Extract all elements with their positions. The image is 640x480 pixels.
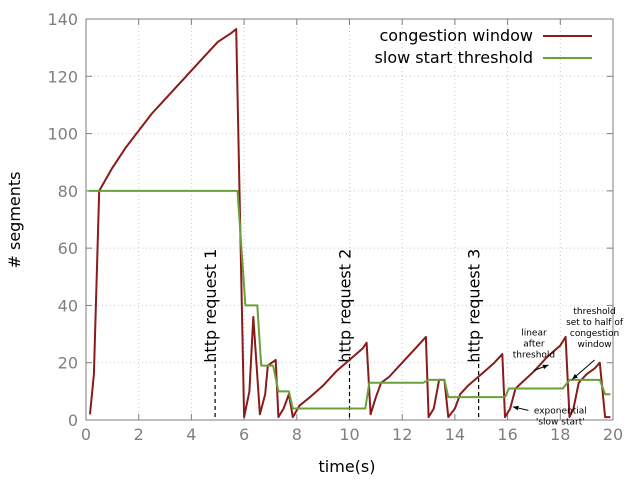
x-tick-label: 20 bbox=[603, 425, 623, 444]
series-lines bbox=[88, 28, 611, 419]
x-axis-label: time(s) bbox=[319, 457, 376, 476]
annotation-text: linear after threshold bbox=[513, 329, 555, 361]
series-slow-start-threshold bbox=[88, 189, 611, 410]
y-tick-label: 80 bbox=[58, 182, 78, 201]
tick-labels: 0 2 4 6 8 10 12 14 16 18 20 0 20 40 60 80 100 120 140 bbox=[47, 10, 623, 444]
x-tick-label: 12 bbox=[392, 425, 412, 444]
y-tick-label: 120 bbox=[47, 67, 78, 86]
x-tick-label: 16 bbox=[497, 425, 517, 444]
marker-label: http request 3 bbox=[465, 249, 484, 363]
annotation-line: after bbox=[523, 340, 545, 350]
x-tick-label: 2 bbox=[134, 425, 144, 444]
annotation-line: linear bbox=[521, 329, 547, 339]
annotation-line: set to half of bbox=[566, 318, 624, 328]
annotation-arrowhead bbox=[512, 405, 519, 411]
annotation-arrowhead bbox=[542, 364, 549, 370]
y-tick-label: 20 bbox=[58, 354, 78, 373]
legend-label: congestion window bbox=[380, 26, 534, 45]
series-congestion-window bbox=[89, 28, 611, 419]
y-tick-label: 100 bbox=[47, 125, 78, 144]
legend-label: slow start threshold bbox=[375, 48, 533, 67]
x-tick-label: 18 bbox=[550, 425, 570, 444]
x-tick-label: 4 bbox=[186, 425, 196, 444]
grid bbox=[86, 19, 613, 420]
annotation-line: exponential bbox=[534, 406, 587, 416]
annotation-line: window bbox=[577, 340, 611, 350]
x-tick-label: 8 bbox=[292, 425, 302, 444]
x-tick-label: 10 bbox=[339, 425, 359, 444]
annotation-text: exponential'slow start' bbox=[534, 406, 587, 427]
annotation-line: 'slow start' bbox=[536, 417, 585, 427]
marker-label: http request 2 bbox=[336, 249, 355, 363]
legend: congestion window slow start threshold bbox=[375, 26, 592, 67]
x-tick-label: 14 bbox=[445, 425, 465, 444]
annotation-line: congestion bbox=[570, 329, 619, 339]
y-axis-label: # segments bbox=[5, 171, 24, 268]
y-tick-label: 0 bbox=[68, 411, 78, 430]
annotation-arrowhead bbox=[572, 373, 578, 380]
annotation-line: threshold bbox=[513, 351, 555, 361]
x-tick-label: 6 bbox=[239, 425, 249, 444]
marker-label: http request 1 bbox=[201, 249, 220, 363]
annotation-text: threshold set to half of congestion window bbox=[566, 307, 624, 350]
y-tick-label: 140 bbox=[47, 10, 78, 29]
x-tick-label: 0 bbox=[81, 425, 91, 444]
y-tick-label: 40 bbox=[58, 296, 78, 315]
y-tick-label: 60 bbox=[58, 239, 78, 258]
annotation-line: threshold bbox=[573, 307, 615, 317]
http-request-markers: http request 1 http request 2 http request… bbox=[201, 249, 484, 420]
